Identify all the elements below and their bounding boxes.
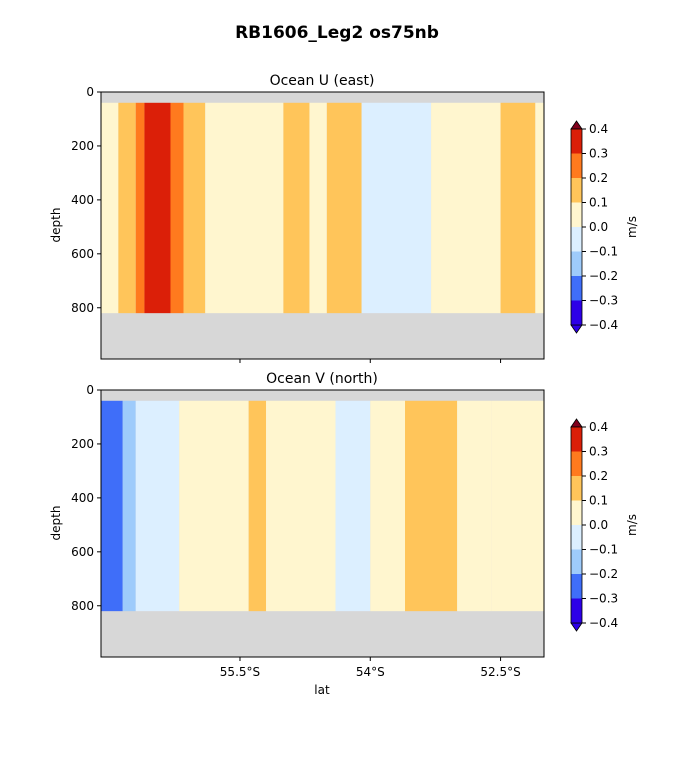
colorbar-segment (571, 525, 582, 550)
colorbar-tick-label: 0.4 (589, 122, 608, 136)
data-band (361, 102, 432, 314)
data-band (183, 102, 206, 314)
colorbar-segment (571, 549, 582, 574)
data-band (491, 400, 544, 612)
colorbar-tick-label: −0.3 (589, 592, 618, 606)
colorbar-segment (571, 129, 582, 154)
data-band (266, 400, 336, 612)
colorbar-segment (571, 276, 582, 301)
colorbar-extend-max (570, 120, 583, 130)
colorbar-segment (571, 427, 582, 452)
data-band (101, 102, 119, 314)
colorbar-tick-label: 0.2 (589, 469, 608, 483)
panel-title-u: Ocean U (east) (270, 73, 375, 89)
axes-frame-u (100, 91, 545, 360)
colorbar-v: −0.4 −0.3 −0.2 −0.1 0.0 0.1 0.2 0.3 0.4 (570, 418, 618, 632)
colorbar-segment (571, 153, 582, 178)
colorbar-tick-label: −0.2 (589, 269, 618, 283)
colorbar-segment (571, 300, 582, 325)
plot-area-u (101, 92, 544, 359)
x-ticks-v: 55.5°S 54°S 52.5°S (220, 657, 521, 679)
colorbar-tick-label: 0.3 (589, 445, 608, 459)
colorbar-segment (571, 451, 582, 476)
y-tick-label: 0 (86, 383, 94, 397)
colorbar-tick-label: 0.1 (589, 196, 608, 210)
colorbar-tick-label: −0.1 (589, 245, 618, 259)
y-ticks-u: 0 200 400 600 800 (71, 85, 101, 315)
y-tick-label: 800 (71, 301, 94, 315)
y-axis-label-v: depth (49, 506, 63, 541)
colorbar-tick-label: −0.4 (589, 318, 618, 332)
colorbar-segment (571, 178, 582, 203)
data-band (500, 102, 536, 314)
colorbar-tick-label: 0.2 (589, 171, 608, 185)
colorbar-label-v: m/s (625, 514, 639, 536)
data-band (326, 102, 362, 314)
data-band (101, 400, 123, 612)
colorbar-segment (571, 476, 582, 501)
data-band (170, 102, 184, 314)
colorbar-label-u: m/s (625, 216, 639, 238)
data-band (144, 102, 171, 314)
y-ticks-v: 0 200 400 600 800 (71, 383, 101, 613)
y-axis-label-u: depth (49, 208, 63, 243)
colorbar-tick-label: −0.1 (589, 543, 618, 557)
colorbar-extend-min (570, 622, 583, 632)
data-band (535, 102, 544, 314)
x-tick-label: 54°S (356, 665, 385, 679)
y-tick-label: 600 (71, 247, 94, 261)
data-band (248, 400, 267, 612)
data-band (335, 400, 371, 612)
y-tick-label: 200 (71, 437, 94, 451)
x-ticks-u (239, 359, 502, 363)
y-tick-label: 800 (71, 599, 94, 613)
colorbar-tick-label: 0.4 (589, 420, 608, 434)
data-band (405, 400, 458, 612)
colorbar-segment (571, 574, 582, 599)
data-band (179, 400, 249, 612)
axes-frame-v (100, 389, 545, 658)
data-band (309, 102, 327, 314)
data-band (370, 400, 406, 612)
y-tick-label: 0 (86, 85, 94, 99)
colorbar-segment (571, 227, 582, 252)
y-tick-label: 200 (71, 139, 94, 153)
colorbar-tick-label: 0.1 (589, 494, 608, 508)
plot-area-v (101, 390, 544, 657)
data-band (431, 102, 501, 314)
colorbar-segment (571, 500, 582, 525)
data-band (135, 102, 145, 314)
figure-title: RB1606_Leg2 os75nb (235, 23, 439, 43)
colorbar-segment (571, 202, 582, 227)
panel-title-v: Ocean V (north) (266, 371, 378, 387)
colorbar-extend-min (570, 324, 583, 334)
colorbar-segment (571, 251, 582, 276)
colorbar-extend-max (570, 418, 583, 428)
x-tick-label: 55.5°S (220, 665, 260, 679)
x-axis-label: lat (314, 683, 330, 697)
colorbar-tick-label: −0.4 (589, 616, 618, 630)
x-tick-label: 52.5°S (480, 665, 520, 679)
data-band (118, 102, 136, 314)
data-band (283, 102, 310, 314)
colorbar-tick-label: 0.0 (589, 518, 608, 532)
data-band (135, 400, 180, 612)
colorbar-u: −0.4 −0.3 −0.2 −0.1 0.0 0.1 0.2 0.3 0.4 (570, 120, 618, 334)
colorbar-tick-label: 0.0 (589, 220, 608, 234)
colorbar-tick-label: 0.3 (589, 147, 608, 161)
y-tick-label: 400 (71, 193, 94, 207)
y-tick-label: 600 (71, 545, 94, 559)
data-band (205, 102, 284, 314)
colorbar-tick-label: −0.3 (589, 294, 618, 308)
y-tick-label: 400 (71, 491, 94, 505)
colorbar-segment (571, 598, 582, 623)
data-band (457, 400, 492, 612)
colorbar-tick-label: −0.2 (589, 567, 618, 581)
data-band (122, 400, 136, 612)
